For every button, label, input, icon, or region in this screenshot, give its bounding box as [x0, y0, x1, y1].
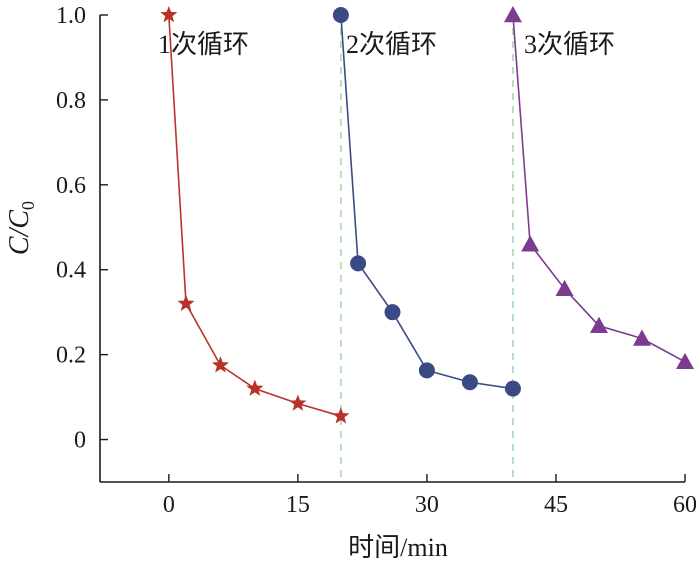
cycle-separators	[340, 15, 514, 482]
data-point-star	[246, 379, 264, 396]
x-tick-label: 15	[286, 492, 310, 518]
axis-labels: 时间/min C/C0	[4, 201, 448, 562]
data-point-triangle	[521, 235, 540, 252]
data-point-circle	[461, 374, 478, 391]
data-point-star	[289, 394, 307, 411]
series-1: 1次循环	[158, 6, 350, 424]
data-point-triangle	[676, 352, 694, 370]
data-point-triangle	[503, 6, 522, 23]
y-tick-label: 1.0	[56, 3, 86, 29]
y-tick-label: 0.2	[56, 343, 86, 369]
y-axis-label-sub: 0	[18, 201, 38, 210]
data-point-circle	[418, 362, 435, 379]
series-3: 3次循环	[503, 6, 694, 370]
series-line	[512, 14, 686, 363]
x-tick-label: 45	[544, 492, 568, 518]
data-point-star	[211, 356, 229, 373]
series-line	[340, 14, 514, 390]
series-group: 1次循环 2次循环 3次循环	[158, 6, 694, 424]
x-axis-label: 时间/min	[348, 533, 448, 562]
y-tick-label: 0.8	[56, 88, 86, 114]
x-tick-label: 60	[673, 492, 697, 518]
data-point-circle	[384, 304, 401, 321]
y-axis-label: C/C0	[4, 201, 38, 255]
series-2: 2次循环	[332, 7, 521, 397]
y-tick-label: 0.4	[56, 258, 86, 284]
data-point-triangle	[632, 329, 651, 346]
data-point-circle	[504, 380, 521, 397]
data-point-star	[160, 6, 178, 23]
series-label: 1次循环	[158, 30, 249, 59]
data-point-circle	[332, 7, 349, 23]
series-label: 2次循环	[346, 30, 437, 59]
data-point-triangle	[555, 279, 574, 297]
y-axis-label-main: C/C	[4, 210, 35, 255]
axes: 0 0.2 0.4 0.6 0.8 1.0 0 15 30 45 60	[56, 3, 697, 518]
data-point-triangle	[589, 316, 608, 333]
series-line	[168, 14, 342, 417]
y-tick-label: 0	[74, 428, 86, 454]
y-tick-label: 0.6	[56, 173, 86, 199]
data-point-star	[177, 294, 195, 311]
x-tick-label: 0	[163, 492, 175, 518]
x-tick-label: 30	[415, 492, 439, 518]
data-point-star	[332, 407, 350, 424]
data-point-circle	[350, 255, 367, 272]
series-label: 3次循环	[524, 30, 615, 59]
